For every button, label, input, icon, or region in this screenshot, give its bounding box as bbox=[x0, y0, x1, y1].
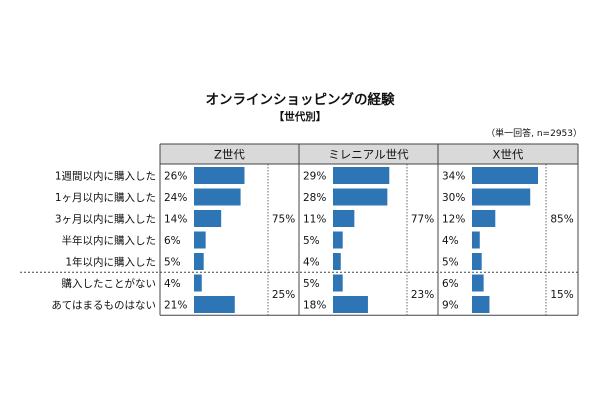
data-label: 14% bbox=[164, 214, 187, 226]
bar bbox=[333, 274, 343, 292]
data-label: 4% bbox=[164, 278, 181, 290]
data-label: 5% bbox=[442, 257, 459, 269]
group-total: 25% bbox=[272, 289, 295, 301]
bar bbox=[333, 210, 355, 227]
data-label: 18% bbox=[303, 300, 326, 312]
bar bbox=[194, 231, 206, 249]
bar bbox=[194, 274, 202, 292]
group-total: 75% bbox=[272, 214, 295, 226]
series-header: X世代 bbox=[493, 148, 524, 162]
chart-subtitle: 【世代別】 bbox=[274, 110, 327, 123]
category-label: 半年以内に購入した bbox=[62, 234, 157, 247]
data-label: 29% bbox=[303, 171, 326, 183]
group-total: 15% bbox=[550, 289, 573, 301]
bar bbox=[472, 274, 484, 292]
data-label: 11% bbox=[303, 214, 326, 226]
series-header: Z世代 bbox=[214, 148, 245, 162]
data-label: 9% bbox=[442, 300, 459, 312]
bar bbox=[472, 296, 490, 313]
category-label: 1週間以内に購入した bbox=[55, 170, 156, 183]
series-header: ミレニアル世代 bbox=[328, 148, 409, 162]
bar bbox=[194, 167, 245, 184]
bar bbox=[194, 253, 204, 270]
data-label: 28% bbox=[303, 192, 326, 204]
bar bbox=[333, 167, 390, 184]
header-background bbox=[160, 144, 578, 164]
category-label: 購入したことがない bbox=[62, 277, 157, 290]
data-label: 24% bbox=[164, 192, 187, 204]
data-label: 12% bbox=[442, 214, 465, 226]
data-label: 34% bbox=[442, 171, 465, 183]
data-label: 6% bbox=[164, 235, 181, 247]
category-label: 1年以内に購入した bbox=[65, 256, 156, 269]
data-label: 6% bbox=[442, 278, 459, 290]
bar bbox=[333, 253, 341, 270]
group-total: 77% bbox=[411, 214, 434, 226]
bar bbox=[333, 231, 343, 249]
bar bbox=[472, 231, 480, 249]
category-label: 1ヶ月以内に購入した bbox=[55, 191, 156, 204]
category-label: 3ヶ月以内に購入した bbox=[55, 213, 156, 226]
bar bbox=[194, 296, 235, 313]
bar bbox=[333, 296, 368, 313]
data-label: 5% bbox=[303, 235, 320, 247]
data-label: 5% bbox=[303, 278, 320, 290]
data-label: 30% bbox=[442, 192, 465, 204]
category-label: あてはまるものはない bbox=[51, 300, 156, 312]
group-total: 23% bbox=[411, 289, 434, 301]
bar bbox=[194, 188, 241, 206]
sample-note: （単一回答, n=2953） bbox=[486, 127, 582, 139]
data-label: 4% bbox=[442, 235, 459, 247]
data-label: 4% bbox=[303, 257, 320, 269]
bar bbox=[472, 210, 496, 227]
bar bbox=[194, 210, 222, 227]
bar bbox=[333, 188, 388, 206]
data-label: 26% bbox=[164, 171, 187, 183]
data-label: 5% bbox=[164, 257, 181, 269]
bar bbox=[472, 253, 482, 270]
group-total: 85% bbox=[550, 214, 573, 226]
bar bbox=[472, 188, 531, 206]
series-panel: 29% 28% 11% 5% 4% 5% 18% 77% 23% bbox=[303, 164, 434, 316]
series-panel: 26% 24% 14% 6% 5% 4% 21% 75% 25% bbox=[164, 164, 295, 316]
data-label: 21% bbox=[164, 300, 187, 312]
series-panel: 34% 30% 12% 4% 5% 6% 9% 85% 15% bbox=[442, 164, 574, 316]
chart-title: オンラインショッピングの経験 bbox=[206, 91, 395, 108]
bar bbox=[472, 167, 538, 184]
